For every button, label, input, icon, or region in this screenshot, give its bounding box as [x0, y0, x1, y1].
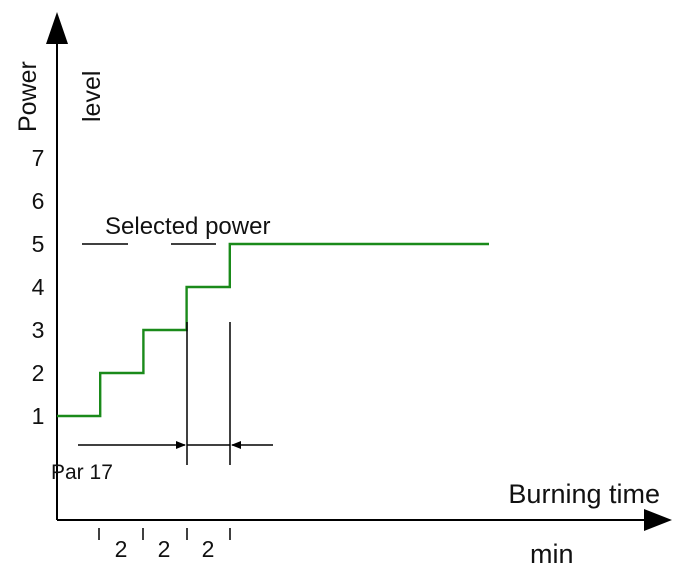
selected-power-label: Selected power [105, 213, 270, 240]
x-axis-arrow-icon [644, 509, 672, 531]
x-axis-label: Burning time [508, 479, 660, 509]
y-axis-label-line1: Power [14, 61, 42, 132]
x-segment-label: 2 [202, 536, 215, 562]
y-tick-label: 6 [32, 188, 45, 214]
x-axis-unit: min [530, 539, 574, 567]
y-tick-label: 5 [32, 231, 45, 257]
y-tick-label: 2 [32, 360, 45, 386]
x-segment-label: 2 [158, 536, 171, 562]
y-tick-labels: 1 2 3 4 5 6 7 [32, 145, 45, 429]
y-axis-arrow-icon [46, 12, 68, 44]
par17-label: Par 17 [51, 461, 113, 484]
y-tick-label: 1 [32, 403, 45, 429]
x-segment-label: 2 [115, 536, 128, 562]
series-line [57, 242, 489, 418]
y-axis-label-line2: level [78, 71, 106, 122]
y-tick-label: 4 [32, 274, 45, 300]
y-tick-label: 3 [32, 317, 45, 343]
y-tick-label: 7 [32, 145, 45, 171]
